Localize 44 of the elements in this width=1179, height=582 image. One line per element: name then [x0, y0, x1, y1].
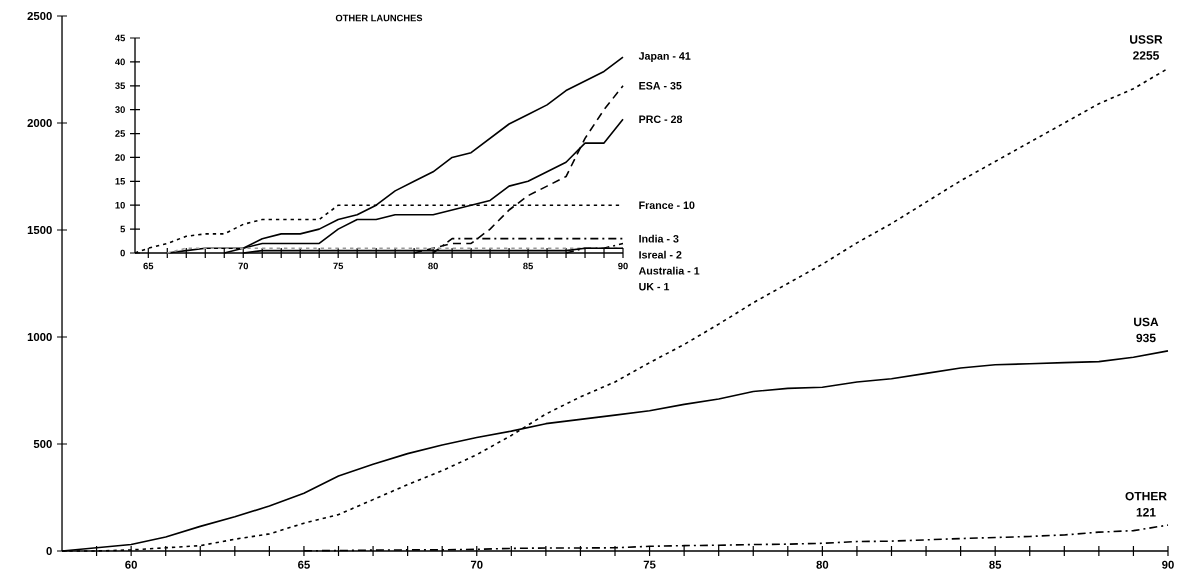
y-tick-label: 1500 — [27, 225, 52, 234]
series-label: ESA - 35 — [639, 81, 682, 90]
text: OTHER — [1125, 491, 1167, 501]
y-tick-label: 25 — [115, 130, 126, 137]
y-tick-label: 2500 — [27, 11, 52, 20]
x-tick-label: 75 — [333, 262, 344, 270]
x-tick-label: 65 — [298, 560, 310, 569]
y-tick-label: 40 — [115, 58, 125, 66]
x-tick-label: 60 — [125, 560, 137, 569]
series-label: PRC - 28 — [639, 115, 683, 123]
x-tick-label: 85 — [523, 262, 533, 270]
x-tick-label: 70 — [470, 560, 483, 569]
x-tick-label: 90 — [618, 262, 628, 270]
x-tick-label: 90 — [1162, 560, 1174, 569]
y-tick-label: 5 — [120, 225, 126, 233]
y-tick-label: 45 — [115, 34, 126, 42]
y-tick-label: 2000 — [27, 118, 52, 127]
x-tick-label: 85 — [989, 560, 1002, 569]
y-tick-label: 10 — [115, 201, 125, 209]
y-tick-label: 0 — [120, 249, 125, 257]
y-tick-label: 500 — [33, 439, 52, 448]
chart-title: OTHER LAUNCHES — [335, 14, 423, 22]
x-tick-label: 75 — [643, 560, 656, 569]
series-label: India - 3 — [639, 234, 679, 243]
y-tick-label: 35 — [115, 82, 126, 90]
y-tick-label: 0 — [46, 546, 52, 555]
data-label: 121 — [1136, 508, 1156, 517]
y-tick-label: 30 — [115, 106, 125, 113]
y-tick-label: 20 — [115, 154, 125, 161]
y-tick-label: 1000 — [27, 332, 52, 341]
data-label: 2255 — [1133, 51, 1159, 60]
x-tick-label: 80 — [428, 262, 438, 270]
text: UK - 1 — [639, 282, 670, 291]
x-tick-label: 70 — [238, 262, 249, 270]
x-tick-label: 65 — [143, 262, 154, 270]
x-tick-label: 80 — [816, 560, 829, 569]
series-label: Japan - 41 — [638, 52, 691, 62]
series-label: France - 10 — [639, 201, 695, 209]
series-label: Isreal - 2 — [639, 250, 682, 259]
data-label: 935 — [1136, 333, 1156, 343]
text: USSR — [1130, 35, 1163, 44]
y-tick-label: 15 — [115, 178, 126, 185]
text: USA — [1134, 317, 1159, 327]
text: Australia - 1 — [638, 266, 700, 275]
